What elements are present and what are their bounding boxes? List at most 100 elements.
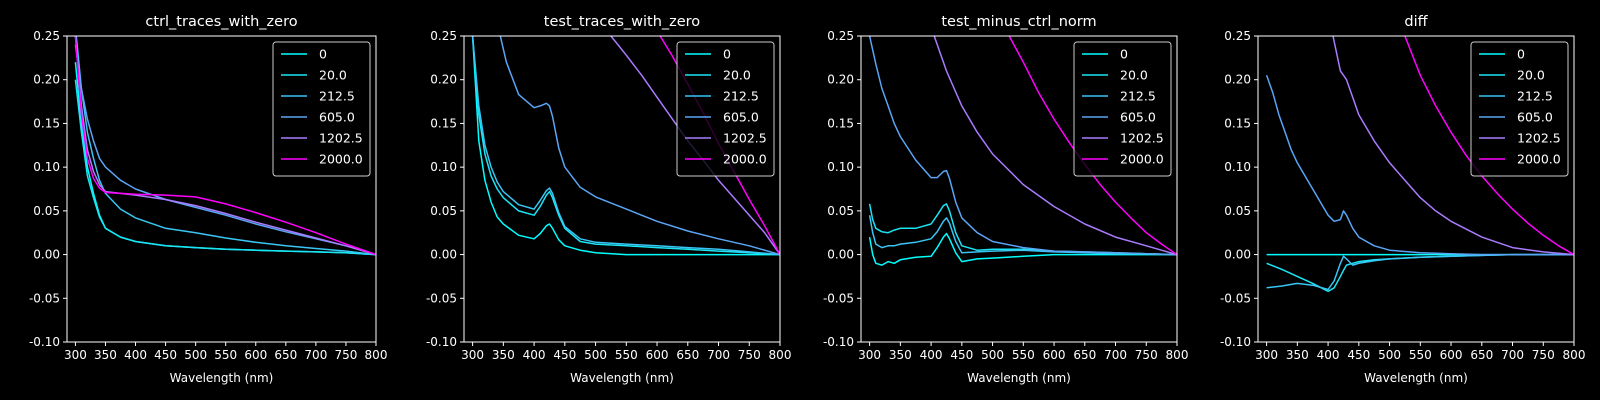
legend-label: 2000.0 — [723, 152, 767, 167]
series-line-1202.5 — [74, 36, 376, 256]
legend-label: 2000.0 — [1120, 152, 1164, 167]
legend-label: 2000.0 — [319, 152, 363, 167]
x-tick-label: 800 — [1166, 348, 1189, 362]
legend-label: 0 — [1120, 47, 1128, 62]
legend: 0 20.0 212.5 605.0 1202.5 2000.0 — [1470, 41, 1569, 177]
legend-label: 20.0 — [723, 68, 751, 83]
legend-label: 0 — [319, 47, 327, 62]
x-tick-label: 750 — [1532, 348, 1555, 362]
x-tick-label: 450 — [1347, 348, 1370, 362]
chart-title: diff — [1404, 14, 1428, 30]
x-tick-label: 550 — [214, 348, 237, 362]
legend-label: 605.0 — [723, 110, 759, 125]
y-tick-label: -0.05 — [823, 291, 854, 305]
series-line-605.0 — [499, 36, 780, 256]
legend-label: 212.5 — [319, 89, 355, 104]
y-tick-label: 0.10 — [33, 160, 60, 174]
x-tick-label: 650 — [676, 348, 699, 362]
x-tick-label: 300 — [1255, 348, 1278, 362]
series-group — [868, 36, 1177, 266]
y-tick-label: 0.10 — [1224, 160, 1251, 174]
legend-label: 1202.5 — [723, 131, 767, 146]
x-tick-label: 600 — [1043, 348, 1066, 362]
series-line-1202.5 — [1332, 36, 1574, 256]
legend-label: 605.0 — [319, 110, 355, 125]
y-tick-label: 0.20 — [430, 73, 457, 87]
legend-label: 20.0 — [319, 68, 347, 83]
x-tick-label: 500 — [981, 348, 1004, 362]
legend-label: 605.0 — [1120, 110, 1156, 125]
x-tick-label: 700 — [1104, 348, 1127, 362]
y-tick-label: 0.00 — [33, 248, 60, 262]
legend-label: 20.0 — [1517, 68, 1545, 83]
y-tick-label: 0.05 — [827, 204, 854, 218]
chart-panel-1: 300 350 400 450 500 550 600 650 700 750 800 -0.10 -0… — [29, 14, 388, 385]
series-line-0 — [868, 232, 1177, 266]
y-tick-label: -0.10 — [426, 335, 457, 349]
x-tick-label: 300 — [461, 348, 484, 362]
series-group — [1265, 36, 1574, 293]
series-line-212.5 — [868, 215, 1177, 256]
x-tick-label: 650 — [274, 348, 297, 362]
x-tick-label: 450 — [950, 348, 973, 362]
y-tick-label: 0.10 — [827, 160, 854, 174]
y-tick-label: 0.15 — [430, 116, 457, 130]
series-line-2000.0 — [1404, 36, 1574, 256]
legend-label: 605.0 — [1517, 110, 1553, 125]
legend-label: 212.5 — [723, 89, 759, 104]
y-tick-label: -0.10 — [29, 335, 60, 349]
y-tick-label: 0.25 — [33, 29, 60, 43]
x-tick-label: 750 — [738, 348, 761, 362]
y-tick-label: 0.20 — [1224, 73, 1251, 87]
x-axis-label: Wavelength (nm) — [1364, 371, 1468, 385]
series-line-212.5 — [75, 36, 376, 256]
y-tick-label: -0.10 — [1220, 335, 1251, 349]
y-tick-label: 0.20 — [827, 73, 854, 87]
series-line-2000.0 — [74, 36, 376, 256]
x-tick-label: 750 — [1135, 348, 1158, 362]
axes-frame — [860, 35, 1178, 343]
x-tick-label: 500 — [184, 348, 207, 362]
x-tick-label: 450 — [553, 348, 576, 362]
x-tick-label: 800 — [769, 348, 792, 362]
x-tick-label: 600 — [646, 348, 669, 362]
legend-label: 212.5 — [1517, 89, 1553, 104]
legend: 0 20.0 212.5 605.0 1202.5 2000.0 — [1073, 41, 1172, 177]
chart-panel-4: 300 350 400 450 500 550 600 650 700 750 800 -0.10 -0… — [1220, 14, 1586, 385]
x-tick-label: 400 — [523, 348, 546, 362]
x-tick-label: 700 — [707, 348, 730, 362]
x-tick-label: 400 — [920, 348, 943, 362]
legend-label: 1202.5 — [1120, 131, 1164, 146]
chart-title: test_traces_with_zero — [544, 14, 701, 30]
y-tick-label: 0.05 — [430, 204, 457, 218]
legend-label: 1202.5 — [1517, 131, 1561, 146]
x-tick-label: 650 — [1073, 348, 1096, 362]
y-tick-label: 0.15 — [827, 116, 854, 130]
x-tick-label: 700 — [1501, 348, 1524, 362]
y-tick-label: 0.25 — [827, 29, 854, 43]
chart-panel-3: 300 350 400 450 500 550 600 650 700 750 800 -0.10 -0… — [823, 14, 1189, 385]
x-tick-label: 400 — [124, 348, 147, 362]
series-line-20.0 — [471, 36, 780, 256]
x-tick-label: 750 — [334, 348, 357, 362]
x-tick-label: 350 — [1286, 348, 1309, 362]
legend-label: 20.0 — [1120, 68, 1148, 83]
x-tick-label: 350 — [94, 348, 117, 362]
x-tick-label: 300 — [858, 348, 881, 362]
axes-frame — [463, 35, 781, 343]
series-line-212.5 — [1266, 253, 1574, 291]
y-tick-label: 0.10 — [430, 160, 457, 174]
x-tick-label: 350 — [889, 348, 912, 362]
x-tick-label: 350 — [492, 348, 515, 362]
legend: 0 20.0 212.5 605.0 1202.5 2000.0 — [272, 41, 371, 177]
chart-title: test_minus_ctrl_norm — [941, 14, 1096, 30]
x-tick-label: 450 — [154, 348, 177, 362]
x-tick-label: 550 — [615, 348, 638, 362]
legend-label: 0 — [723, 47, 731, 62]
legend-label: 212.5 — [1120, 89, 1156, 104]
legend: 0 20.0 212.5 605.0 1202.5 2000.0 — [676, 41, 775, 177]
y-tick-label: 0.20 — [33, 73, 60, 87]
y-tick-label: 0.00 — [430, 248, 457, 262]
x-tick-label: 300 — [64, 348, 87, 362]
